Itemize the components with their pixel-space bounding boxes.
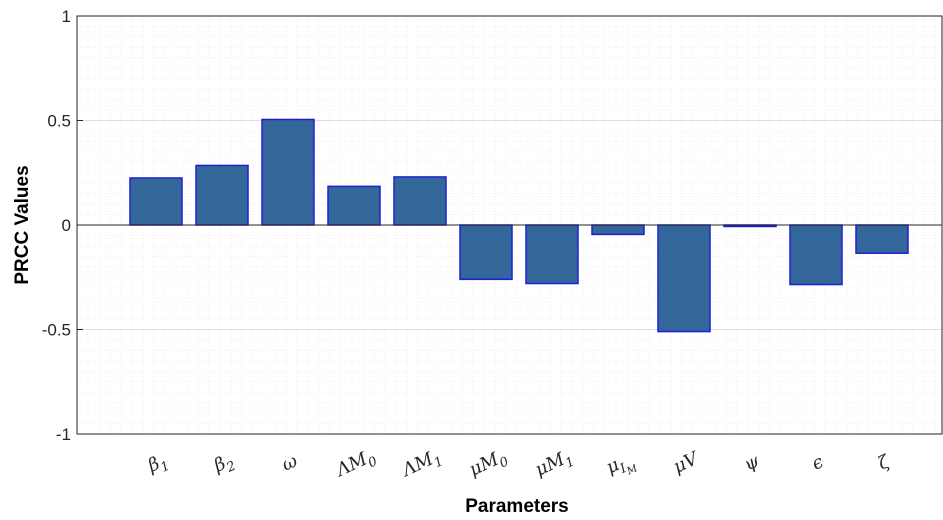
bar-7: [525, 224, 579, 285]
bar-3: [261, 118, 315, 226]
x-tick-label: ζ: [875, 451, 894, 475]
x-tick-label: μIM: [603, 447, 640, 484]
x-tick-label: β2: [210, 450, 238, 481]
bar-8: [591, 224, 645, 236]
x-tick-label: ϵ: [809, 451, 827, 474]
y-tick-label: 1: [62, 7, 71, 26]
x-tick-label: β1: [144, 450, 172, 481]
y-tick-label: -1: [56, 425, 71, 444]
bar-5: [393, 176, 447, 226]
bar-1: [129, 177, 183, 226]
x-tick-label: ΛM1: [397, 445, 445, 485]
x-tick-label: ω: [279, 450, 301, 475]
y-tick-label: 0.5: [47, 112, 71, 131]
x-axis-title: Parameters: [465, 496, 569, 517]
y-tick-labels: -1 -0.5 0 0.5 1: [42, 7, 71, 444]
y-axis-title: PRCC Values: [12, 165, 33, 284]
bar-6: [459, 224, 513, 281]
bar-12: [855, 224, 909, 254]
bar-4: [327, 185, 381, 226]
bar-11: [789, 224, 843, 286]
x-tick-label: μM1: [532, 445, 577, 484]
y-tick-label: 0: [62, 216, 71, 235]
x-tick-label: μM0: [466, 445, 511, 484]
x-tick-label: ψ: [741, 450, 763, 475]
x-tick-label: ΛM0: [331, 445, 379, 485]
bar-9: [657, 224, 711, 333]
x-tick-labels: β1 β2 ω ΛM0 ΛM1 μM0 μM1 μIM μV ψ ϵ ζ: [144, 445, 894, 485]
y-tick-label: -0.5: [42, 321, 71, 340]
bar-2: [195, 164, 249, 226]
axes: [76, 15, 943, 435]
x-tick-label: μV: [670, 447, 703, 477]
